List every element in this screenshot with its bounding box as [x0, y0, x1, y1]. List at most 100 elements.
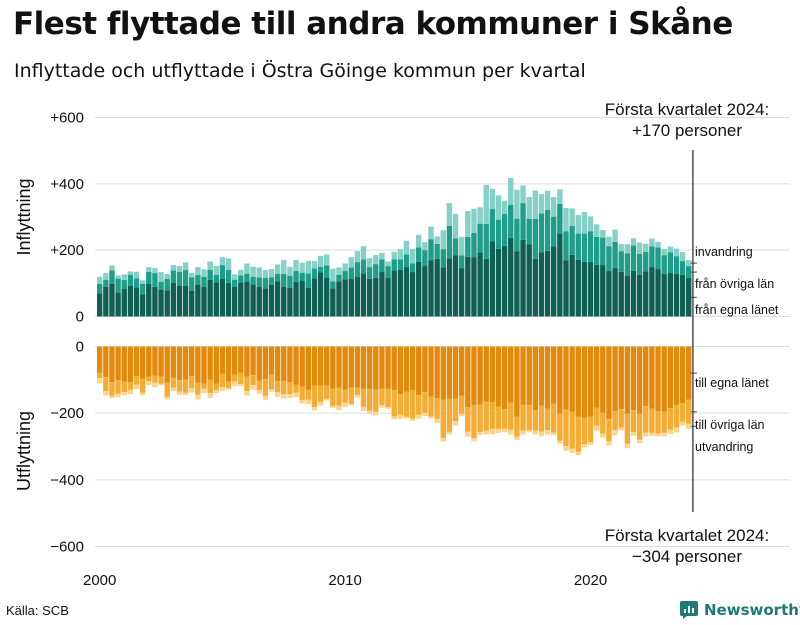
bar-outflow	[667, 429, 673, 435]
bar-inflow	[170, 265, 177, 271]
bar-outflow	[630, 410, 637, 433]
bar-inflow	[452, 238, 459, 256]
inflow-bars	[97, 177, 692, 317]
bar-inflow	[587, 231, 594, 263]
bar-inflow	[219, 279, 226, 317]
bar-inflow	[109, 270, 115, 284]
bar-inflow	[409, 263, 416, 273]
bar-outflow	[667, 408, 673, 430]
bar-outflow	[152, 375, 158, 383]
bar-outflow	[655, 433, 661, 437]
bar-inflow	[231, 279, 238, 287]
bar-inflow	[557, 233, 563, 317]
bar-inflow	[630, 238, 637, 246]
annotation-bottom-line2: −304 personer	[632, 547, 742, 566]
bar-inflow	[274, 273, 281, 282]
bar-inflow	[324, 254, 330, 266]
bar-inflow	[557, 203, 563, 234]
bar-inflow	[299, 262, 305, 273]
bar-outflow	[342, 389, 348, 403]
bar-inflow	[342, 279, 348, 317]
bar-inflow	[606, 271, 612, 317]
bar-outflow	[195, 382, 201, 395]
bar-outflow	[330, 406, 336, 408]
bar-outflow	[434, 346, 440, 399]
bar-outflow	[581, 417, 588, 445]
bar-outflow	[299, 386, 305, 401]
bar-outflow	[293, 384, 299, 393]
bar-inflow	[311, 278, 318, 317]
bar-outflow	[256, 346, 262, 381]
bar-inflow	[636, 274, 643, 317]
y-tick-label-inflow: +600	[50, 110, 84, 127]
bar-outflow	[514, 346, 520, 417]
bar-outflow	[146, 346, 152, 377]
bar-inflow	[403, 240, 410, 255]
bar-inflow	[262, 278, 269, 289]
bar-inflow	[348, 257, 354, 268]
bar-outflow	[182, 379, 189, 393]
bar-inflow	[299, 272, 305, 282]
bar-outflow	[115, 380, 121, 394]
bar-inflow	[336, 274, 342, 282]
bar-inflow	[268, 269, 275, 278]
bar-inflow	[526, 244, 532, 317]
bar-inflow	[593, 264, 600, 317]
bar-inflow	[477, 207, 483, 224]
bar-outflow	[336, 346, 342, 388]
bar-inflow	[330, 288, 336, 317]
bar-inflow	[612, 241, 618, 269]
bar-outflow	[587, 416, 594, 443]
bar-inflow	[630, 270, 637, 317]
bar-inflow	[201, 286, 207, 317]
bar-outflow	[458, 413, 465, 417]
bar-outflow	[189, 388, 195, 393]
bar-inflow	[452, 214, 459, 239]
bar-outflow	[495, 428, 502, 433]
bar-outflow	[440, 437, 446, 442]
bar-outflow	[201, 383, 207, 389]
bar-outflow	[342, 346, 348, 390]
bar-inflow	[618, 243, 624, 252]
bar-inflow	[661, 248, 667, 256]
bar-inflow	[563, 231, 569, 261]
bar-inflow	[618, 251, 624, 272]
bar-outflow	[152, 382, 158, 388]
bar-outflow	[182, 392, 189, 396]
bar-inflow	[446, 203, 453, 226]
bar-inflow	[667, 252, 673, 274]
bar-inflow	[176, 271, 183, 286]
bar-inflow	[146, 284, 152, 317]
bar-outflow	[311, 346, 318, 386]
bar-outflow	[281, 394, 287, 399]
bar-inflow	[201, 276, 207, 287]
bar-inflow	[317, 255, 324, 267]
brand-name: Newsworthy	[704, 601, 800, 619]
bar-inflow	[366, 267, 373, 279]
bar-outflow	[544, 430, 551, 435]
bar-inflow	[189, 273, 195, 278]
bar-outflow	[158, 376, 164, 384]
bar-inflow	[293, 260, 299, 272]
bar-inflow	[452, 255, 459, 317]
bar-inflow	[422, 266, 428, 317]
bar-outflow	[115, 393, 121, 398]
bar-outflow	[532, 410, 539, 431]
bar-outflow	[397, 414, 404, 419]
bar-inflow	[268, 277, 275, 285]
bar-outflow	[397, 346, 404, 395]
bar-inflow	[606, 246, 612, 272]
bar-inflow	[673, 248, 680, 257]
bar-inflow	[207, 279, 213, 317]
bar-outflow	[305, 389, 311, 400]
bar-outflow	[551, 403, 557, 433]
bar-inflow	[213, 266, 219, 275]
bar-outflow	[293, 392, 299, 398]
bar-outflow	[354, 346, 361, 388]
bar-inflow	[287, 266, 293, 276]
bar-inflow	[538, 252, 545, 317]
bar-inflow	[422, 250, 428, 267]
bar-outflow	[600, 433, 606, 438]
bar-inflow	[606, 236, 612, 247]
